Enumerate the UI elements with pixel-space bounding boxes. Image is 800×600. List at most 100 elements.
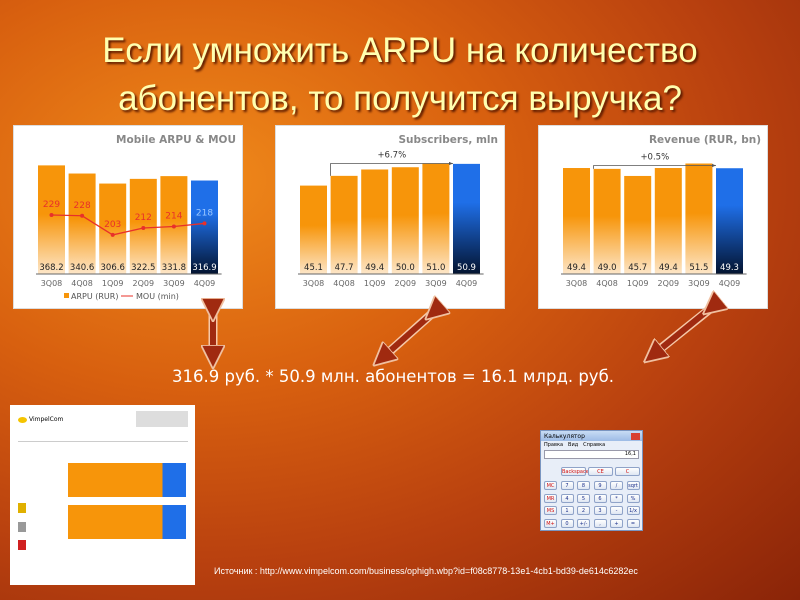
calculator-display: 16,1 xyxy=(544,450,639,459)
double-arrow-revenue xyxy=(653,307,712,355)
calc-button-2[interactable]: C xyxy=(615,467,640,476)
calc-button[interactable]: MR xyxy=(544,493,557,503)
menu-view[interactable]: Вид xyxy=(568,442,579,448)
bar-1Q09 xyxy=(361,169,389,274)
growth-annotation: +0.5% xyxy=(640,153,669,163)
x-tick-label: 4Q09 xyxy=(194,279,216,288)
calc-button[interactable]: , xyxy=(593,518,607,528)
bar-4Q08 xyxy=(330,175,358,274)
x-tick-label: 2Q09 xyxy=(395,279,417,288)
x-tick-label: 4Q09 xyxy=(456,279,478,288)
bar-2Q09 xyxy=(654,168,682,274)
bar-value-label: 49.4 xyxy=(365,263,384,273)
website-screenshot-thumbnail: VimpelCom xyxy=(10,405,195,585)
menu-edit[interactable]: Правка xyxy=(544,442,564,448)
bar-3Q08 xyxy=(38,165,65,274)
calc-button[interactable]: 3 xyxy=(593,506,607,515)
x-tick-label: 4Q09 xyxy=(719,279,741,288)
bar-value-label: 49.3 xyxy=(720,263,739,273)
calc-button[interactable]: % xyxy=(626,493,640,503)
calc-button[interactable]: - xyxy=(610,506,623,515)
calc-button[interactable]: + xyxy=(610,518,623,528)
calc-button-1[interactable]: CE xyxy=(588,467,613,476)
calc-button[interactable]: MC xyxy=(544,481,557,490)
bar-3Q09 xyxy=(685,163,713,274)
mou-point xyxy=(110,232,115,237)
x-tick-label: 3Q09 xyxy=(425,279,447,288)
bar-3Q08 xyxy=(563,168,590,274)
legend-mou-label: MOU (min) xyxy=(136,292,179,301)
calc-button[interactable]: * xyxy=(610,493,623,503)
source-citation: Источник : http://www.vimpelcom.com/busi… xyxy=(214,566,638,576)
calc-button[interactable]: 7 xyxy=(560,481,574,490)
calc-button[interactable]: 0 xyxy=(560,518,574,528)
bar-value-label: 331.8 xyxy=(162,263,186,273)
calc-button[interactable]: 2 xyxy=(577,506,590,515)
chart-title: Mobile ARPU & MOU xyxy=(116,134,236,146)
bar-value-label: 340.6 xyxy=(70,263,94,273)
chart-subscribers: Subscribers, mln 45.1 3Q08 47.7 4Q08 49.4 1Q09… xyxy=(275,125,505,309)
calc-button[interactable]: 6 xyxy=(593,493,607,503)
mou-value-label: 218 xyxy=(196,208,213,218)
growth-bracket xyxy=(593,163,716,169)
clocks-icon xyxy=(136,411,188,427)
equation-text: 316.9 руб. * 50.9 млн. абонентов = 16.1 … xyxy=(172,367,614,386)
chart-title: Subscribers, mln xyxy=(398,134,498,146)
calc-button[interactable]: = xyxy=(626,518,640,528)
x-tick-label: 1Q09 xyxy=(102,279,124,288)
calc-button[interactable]: 4 xyxy=(560,493,574,503)
growth-bracket xyxy=(330,161,453,176)
mou-point xyxy=(49,213,54,217)
bar-value-label: 49.4 xyxy=(567,263,586,273)
x-tick-label: 4Q08 xyxy=(333,279,355,288)
bar-1Q09 xyxy=(624,175,652,274)
calc-button[interactable]: +/- xyxy=(577,518,590,528)
calc-button[interactable]: 1 xyxy=(560,506,574,515)
x-tick-label: 1Q09 xyxy=(627,279,649,288)
calc-button[interactable]: sqrt xyxy=(626,481,640,490)
x-tick-label: 3Q09 xyxy=(688,279,710,288)
bar-value-label: 322.5 xyxy=(131,263,155,273)
mou-line xyxy=(51,214,205,236)
calc-button[interactable]: MS xyxy=(544,506,557,515)
slide-title-line2: абонентов, то получится выручка? xyxy=(118,79,682,118)
mou-point xyxy=(202,221,207,226)
mou-value-label: 229 xyxy=(43,200,60,210)
growth-annotation: +6.7% xyxy=(377,150,406,160)
close-icon[interactable] xyxy=(631,432,640,440)
bar-3Q09 xyxy=(422,163,450,274)
bar-4Q08 xyxy=(68,173,96,274)
x-tick-label: 3Q08 xyxy=(41,279,63,288)
bar-value-label: 50.9 xyxy=(457,263,476,273)
bar-4Q08 xyxy=(593,168,621,274)
calc-button[interactable]: 5 xyxy=(577,493,590,503)
calc-button[interactable]: 9 xyxy=(593,481,607,490)
bar-value-label: 368.2 xyxy=(39,263,63,273)
thumbnail-charts-top xyxy=(68,463,186,497)
x-tick-label: 2Q09 xyxy=(133,279,155,288)
calculator-window: Калькулятор Правка Вид Справка 16,1 Back… xyxy=(540,430,643,531)
chart-arpu-mou: Mobile ARPU & MOU 368.2 3Q08 340.6 4Q08 306.6… xyxy=(13,125,243,309)
legend-arpu-label: ARPU (RUR) xyxy=(71,292,118,301)
slide-title-line1: Если умножить ARPU на количество xyxy=(102,31,698,70)
calc-button[interactable]: 1/x xyxy=(626,506,640,515)
bar-value-label: 51.5 xyxy=(689,263,708,273)
mou-value-label: 228 xyxy=(74,201,91,211)
chart-title: Revenue (RUR, bn) xyxy=(649,134,761,146)
legend-arpu-swatch xyxy=(64,293,69,298)
calc-button[interactable]: 8 xyxy=(577,481,590,490)
bar-value-label: 49.0 xyxy=(598,263,617,273)
x-tick-label: 4Q08 xyxy=(596,279,618,288)
double-arrow-subscribers xyxy=(382,312,434,358)
bar-4Q09 xyxy=(191,180,218,274)
bar-value-label: 45.1 xyxy=(304,263,323,273)
calc-button[interactable]: / xyxy=(610,481,623,490)
calc-button[interactable]: M+ xyxy=(544,518,557,528)
vimpelcom-logo-icon xyxy=(18,417,27,423)
x-tick-label: 4Q08 xyxy=(71,279,93,288)
calc-button-0[interactable]: Backspace xyxy=(561,467,589,476)
bar-4Q09 xyxy=(453,163,480,274)
menu-help[interactable]: Справка xyxy=(583,442,606,448)
bar-value-label: 306.6 xyxy=(101,263,125,273)
